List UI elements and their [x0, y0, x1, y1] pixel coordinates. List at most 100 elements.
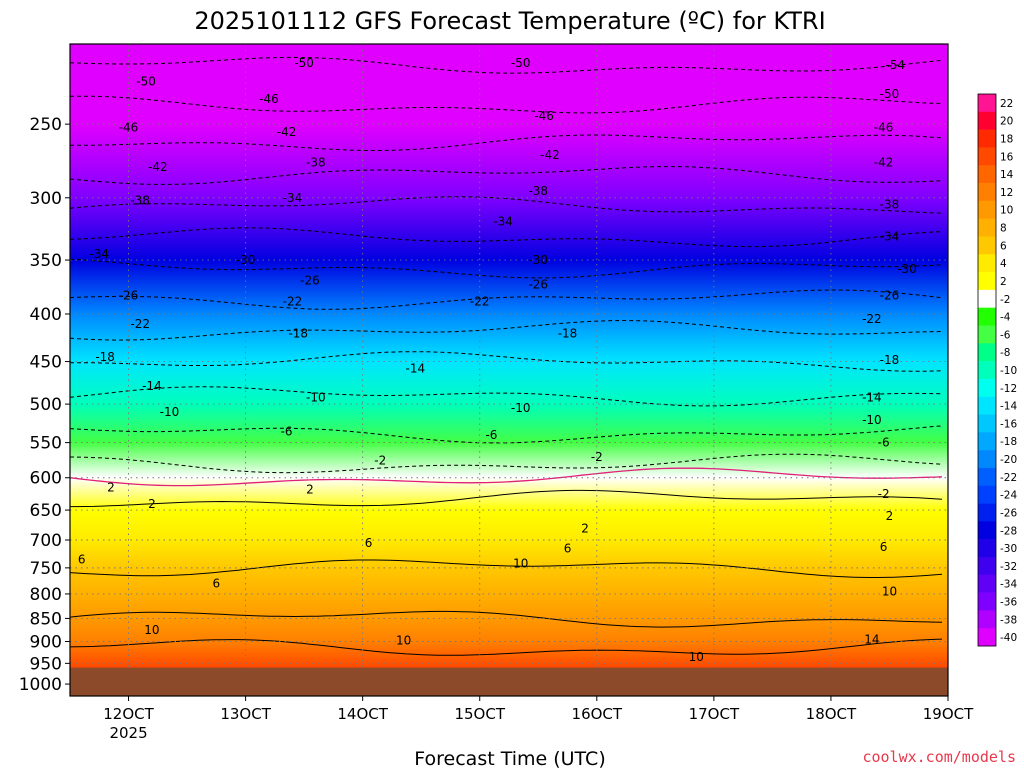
- contour-label: -22: [283, 295, 303, 309]
- x-tick-label: 17OCT: [689, 705, 740, 723]
- colorbar-label: -2: [1000, 294, 1010, 306]
- contour-label: 6: [213, 577, 221, 591]
- colorbar-label: -32: [1000, 561, 1017, 573]
- contour-label: -54: [886, 58, 906, 72]
- colorbar-swatch: [978, 236, 996, 255]
- x-tick-label: 15OCT: [454, 705, 505, 723]
- y-tick-label: 900: [30, 633, 62, 653]
- contour-label: -10: [511, 401, 531, 415]
- colorbar-swatch: [978, 574, 996, 593]
- colorbar-label: -18: [1000, 436, 1017, 448]
- colorbar-label: 18: [1000, 134, 1013, 146]
- colorbar-label: 22: [1000, 98, 1013, 110]
- contour-label: 6: [880, 540, 888, 554]
- colorbar-swatch: [978, 325, 996, 344]
- colorbar-label: -40: [1000, 632, 1017, 644]
- contour-label: -50: [136, 75, 156, 89]
- x-tick-label: 14OCT: [337, 705, 388, 723]
- y-tick-label: 650: [30, 501, 62, 521]
- colorbar: 22 20 18 16 14 12 10 8 6 4 2 -2 -4 -6 -8 -10 -12 -14 -16 -1…: [977, 93, 1017, 647]
- contour-label: -34: [283, 191, 303, 205]
- contour-label: -2: [878, 487, 890, 501]
- contour-label: -22: [862, 312, 882, 326]
- colorbar-swatch: [978, 94, 996, 113]
- colorbar-swatch: [978, 396, 996, 415]
- contour-label: 2: [107, 481, 115, 495]
- y-tick-label: 800: [30, 585, 62, 605]
- colorbar-swatch: [978, 183, 996, 202]
- isotherm-line: [70, 258, 943, 279]
- colorbar-label: -12: [1000, 383, 1017, 395]
- colorbar-label: 14: [1000, 169, 1014, 181]
- contour-label: -38: [528, 184, 548, 198]
- colorbar-swatch: [978, 467, 996, 487]
- colorbar-label: 10: [1000, 205, 1013, 217]
- isotherm-line: [70, 386, 943, 407]
- colorbar-swatch: [978, 272, 996, 291]
- contour-label: -46: [259, 92, 279, 106]
- y-tick-label: 1000: [19, 675, 62, 695]
- contour-label: 2: [306, 483, 314, 497]
- contour-label: 10: [689, 650, 704, 664]
- colorbar-label: 2: [1000, 276, 1007, 288]
- colorbar-swatch: [978, 129, 996, 148]
- contour-label: -50: [511, 56, 531, 70]
- colorbar-swatch: [978, 539, 996, 558]
- isotherm-line: [70, 166, 943, 185]
- y-tick-label: 250: [30, 115, 62, 135]
- x-tick-label: 13OCT: [220, 705, 271, 723]
- colorbar-swatch: [978, 254, 996, 273]
- contour-label: 2: [581, 521, 589, 535]
- colorbar-label: 6: [1000, 240, 1007, 252]
- colorbar-label: -16: [1000, 418, 1017, 430]
- contour-label: -2: [591, 450, 603, 464]
- isotherm-line: [70, 489, 943, 508]
- contour-label: -6: [485, 428, 497, 442]
- isotherm-line: [70, 638, 943, 656]
- colorbar-swatch: [978, 343, 996, 362]
- isotherm-line: [70, 319, 943, 341]
- contour-label: -38: [130, 193, 150, 207]
- contour-label: -18: [95, 350, 115, 364]
- y-tick-label: 850: [30, 609, 62, 629]
- x-tick-label: 18OCT: [806, 705, 857, 723]
- x-tick-sublabel: 2025: [109, 724, 147, 742]
- y-tick-label: 950: [30, 654, 62, 674]
- colorbar-label: -6: [1000, 329, 1011, 341]
- contour-label: -34: [493, 214, 513, 228]
- contour-label: -42: [540, 148, 560, 162]
- watermark: coolwx.com/models: [862, 748, 1016, 766]
- contour-label: -6: [878, 436, 890, 450]
- colorbar-swatch: [978, 165, 996, 184]
- y-tick-label: 600: [30, 469, 62, 489]
- contour-label: -34: [880, 229, 900, 243]
- contour-label: -30: [897, 262, 917, 276]
- contour-label: -26: [528, 278, 548, 292]
- colorbar-label: -26: [1000, 507, 1017, 519]
- contour-label: -38: [306, 156, 326, 170]
- contour-label: 6: [365, 536, 373, 550]
- contour-label: -22: [130, 317, 150, 331]
- contour-label: -18: [880, 353, 900, 367]
- colorbar-swatch: [978, 503, 996, 522]
- contour-label: -2: [374, 454, 386, 468]
- colorbar-label: 8: [1000, 223, 1007, 235]
- isotherm-line: [70, 453, 943, 474]
- y-tick-label: 400: [30, 305, 62, 325]
- contour-label: -14: [406, 362, 426, 376]
- contour-label: -26: [119, 288, 139, 302]
- plot-frame: [69, 43, 949, 697]
- colorbar-swatch: [978, 289, 996, 308]
- colorbar-swatch: [978, 521, 996, 540]
- y-axis: 250 300 350 400 450 500 550 600 650 700 750 800 850 9…: [19, 115, 70, 695]
- isotherm-line: [70, 559, 943, 578]
- contour-label: 10: [144, 623, 159, 637]
- contour-label: 10: [513, 557, 528, 571]
- contour-label: -42: [148, 160, 168, 174]
- colorbar-label: -22: [1000, 472, 1017, 484]
- ground-layer: [70, 667, 948, 696]
- contour-label: 6: [564, 542, 572, 556]
- colorbar-swatch: [978, 147, 996, 166]
- isotherm-line: [70, 196, 943, 214]
- contour-label: -10: [862, 413, 882, 427]
